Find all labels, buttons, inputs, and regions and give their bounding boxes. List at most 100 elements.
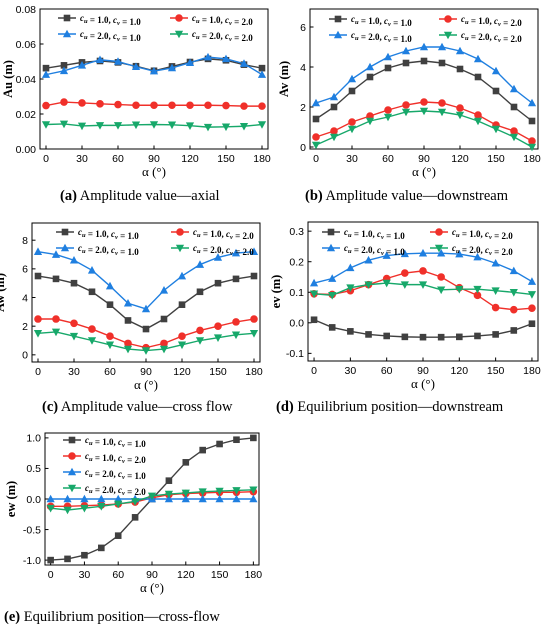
panel-d: 0 30 60 90 120 150 180 -0.1 0.0 0.1 0.2 0.3 α (°) ev … (269, 221, 541, 391)
panel-b-series-1-point (438, 59, 446, 67)
panel-b-series-4-point (437, 108, 447, 117)
panel-c-xtick-label: 0 (35, 366, 41, 378)
panel-e-series-1-point (250, 434, 257, 442)
panel-a-series-3-point (149, 66, 159, 75)
panel-b-xlabel: α (°) (412, 164, 436, 179)
panel-d-series-1-point (310, 316, 318, 324)
panel-d-xtick-label: 30 (345, 365, 357, 377)
panel-a-series-4-point (185, 122, 195, 131)
panel-e-ytick-label: -1.0 (23, 555, 41, 567)
panel-a-xtick-label: 90 (148, 153, 160, 165)
panel-a-series-2-point (222, 101, 230, 110)
panel-b-series-4 (311, 107, 537, 152)
panel-d-legend-label: cu = 2.0, cv = 2.0 (452, 243, 513, 257)
panel-b-series-2-point (510, 127, 518, 135)
panel-c-series-4-point (213, 334, 223, 342)
panel-c-series-1-point (52, 275, 60, 283)
panel-d-series-3-point (509, 266, 518, 275)
panel-e-ytick-label: -0.5 (23, 524, 41, 536)
panel-e-series-4-point (198, 488, 207, 496)
panel-c-series-3 (33, 247, 259, 313)
panel-e-ylabel: ew (m) (4, 481, 18, 517)
panel-c-series-1-point (160, 315, 168, 323)
panel-c-series-1-point (232, 275, 240, 283)
panel-e-ytick-label: 0.5 (26, 463, 41, 475)
panel-b-series-4-point (383, 113, 393, 122)
panel-a-series-4-point (149, 121, 159, 129)
panel-d-xtick-label: 150 (487, 365, 505, 377)
panel-a-series-4-point (77, 122, 87, 131)
panel-c-series-4-point (51, 328, 61, 337)
panel-c-series-4-point (231, 331, 241, 340)
panel-a-series-4-point (167, 121, 177, 130)
panel-b-series-2-point (528, 137, 536, 145)
panel-b-series-4-point (455, 111, 465, 120)
panel-d-legend-marker (435, 228, 443, 236)
panel-c-xtick-label: 90 (140, 366, 152, 378)
panel-a-ytick-label: 0.02 (16, 109, 37, 121)
panel-d-xlabel: α (°) (411, 376, 435, 391)
panel-b-series-4-point (527, 143, 537, 152)
panel-a-series-1-point (42, 64, 50, 72)
caption-e: (e) Equilibrium position—cross-flow (4, 609, 220, 626)
panel-e-legend-label: cu = 1.0, cv = 1.0 (85, 435, 146, 449)
panel-e-xtick-label: 90 (146, 569, 158, 581)
panel-a-series-4-point (113, 122, 123, 130)
panel-e-xtick-label: 120 (177, 569, 195, 581)
panel-a-series-3-point (131, 62, 141, 71)
panel-e-series-4 (46, 486, 258, 515)
panel-e-series-3-point (249, 494, 258, 503)
panel-b-series-2-point (456, 104, 464, 112)
panel-e-xtick-label: 30 (79, 569, 91, 581)
panel-a-series-2-point (114, 100, 122, 109)
panel-b-series-4-point (311, 141, 321, 150)
panel-e-xtick-label: 60 (112, 569, 124, 581)
panel-c-legend-marker (60, 243, 70, 252)
panel-e-series-4-point (215, 487, 224, 496)
panel-b-legend-marker (444, 15, 452, 23)
panel-e-series-3-point (97, 494, 106, 503)
caption-c-label: (c) (42, 399, 59, 415)
panel-b-series-2-point (384, 106, 392, 114)
panel-e-series-1-point (199, 446, 206, 454)
panel-d-legend-marker (434, 244, 444, 253)
panel-b-series-1-point (510, 103, 518, 111)
panel-a-series-2-point (240, 102, 248, 110)
panel-a-series-4 (41, 120, 267, 132)
caption-d-text: Equilibrium position—downstream (293, 399, 504, 415)
panel-e-series-1-point (165, 477, 173, 484)
panel-d-xtick-label: 120 (451, 365, 469, 377)
panel-a-legend-marker (62, 29, 72, 38)
panel-c-series-1-point (178, 301, 186, 308)
panel-d-series-3-point (437, 248, 446, 257)
panel-d-legend: cu = 1.0, cv = 1.0 cu = 1.0, cv = 2.0 cu =… (322, 227, 513, 257)
panel-c-xtick-label: 120 (173, 366, 191, 378)
panel-a-xtick-label: 180 (253, 153, 271, 165)
panel-c-series-2-point (214, 322, 222, 330)
panel-d-series-3-point (400, 249, 409, 258)
panel-e-series-3-point (46, 494, 55, 503)
panel-b-series-3-point (509, 84, 519, 93)
panel-e-series-4-point (80, 504, 89, 513)
panel-c-series-1-point (142, 325, 150, 333)
panel-d-series-4-point (400, 281, 409, 289)
panel-a-series-2-point (204, 101, 212, 110)
panel-b-xtick-label: 60 (382, 153, 394, 165)
panel-a-series-4-point (131, 121, 141, 130)
panel-d-series-4-point (328, 292, 337, 300)
panel-b-series-4-point (491, 125, 501, 134)
panel-e-series-3-point (198, 494, 207, 503)
panel-c-xtick-label: 30 (68, 366, 80, 378)
panel-c-series-4-point (159, 345, 169, 354)
panel-e-series-1-point (47, 556, 54, 564)
panel-b-ytick-label: 0 (300, 142, 306, 154)
panel-d-series-4-point (473, 285, 482, 294)
panel-c-series-2-point (34, 315, 42, 323)
panel-b-series-3-point (311, 98, 321, 107)
panel-c-series-2-point (160, 339, 168, 348)
panel-d-ytick-label: 0.3 (289, 226, 304, 238)
panel-c-series-3-point (195, 260, 205, 268)
panel-a-legend-label: cu = 2.0, cv = 2.0 (192, 29, 253, 43)
panel-e-xtick-label: 0 (48, 569, 54, 581)
